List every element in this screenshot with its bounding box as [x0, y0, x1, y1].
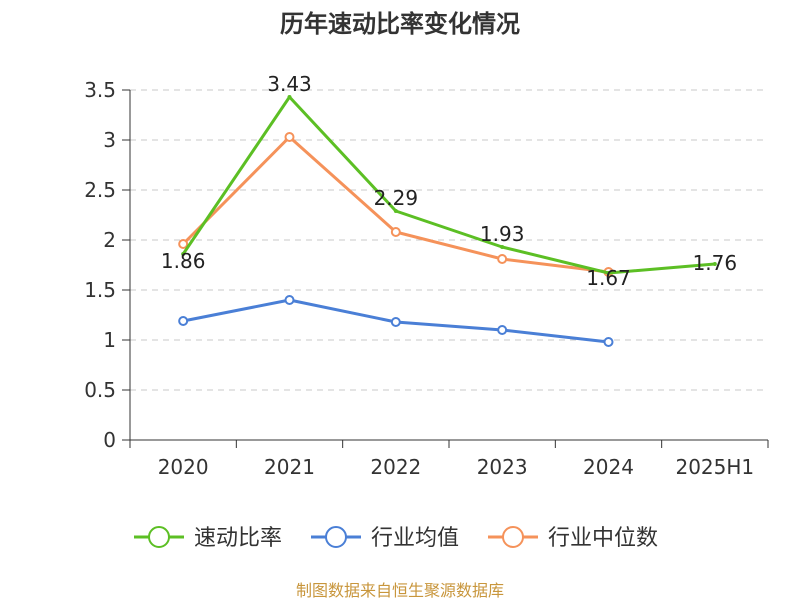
data-point — [603, 337, 614, 347]
x-tick-label: 2021 — [264, 455, 315, 479]
y-tick-label: 3.5 — [84, 78, 116, 102]
data-point — [393, 209, 398, 213]
y-tick-label: 1 — [103, 328, 116, 352]
data-point — [606, 271, 611, 275]
data-label: 2.29 — [374, 186, 419, 210]
x-tick-label: 2022 — [370, 455, 421, 479]
legend-item-0[interactable]: 速动比率 — [134, 526, 282, 551]
y-tick-label: 2.5 — [84, 178, 116, 202]
data-point — [178, 316, 189, 326]
data-point — [178, 239, 189, 249]
data-point — [390, 317, 401, 327]
legend-swatch-marker — [325, 526, 347, 548]
legend-item-1[interactable]: 行业均值 — [311, 526, 459, 551]
y-tick-label: 2 — [103, 228, 116, 252]
data-point — [497, 325, 508, 335]
axes: 0 0.5 1 1.5 2 2.5 3 3.5 2020 2021 2022 2023 2024 2025… — [84, 78, 769, 479]
y-tick-label: 0.5 — [84, 378, 116, 402]
data-point — [284, 295, 295, 305]
legend-label: 行业中位数 — [548, 526, 658, 551]
legend-swatch-marker — [502, 526, 524, 548]
x-tick-label: 2020 — [158, 455, 209, 479]
data-point — [287, 95, 292, 99]
legend-item-2[interactable]: 行业中位数 — [488, 526, 658, 551]
legend-label: 行业均值 — [371, 526, 459, 551]
data-point — [712, 262, 717, 266]
data-point — [500, 245, 505, 249]
source-note: 制图数据来自恒生聚源数据库 — [296, 581, 504, 600]
series-line-0 — [181, 95, 715, 275]
data-label: 1.93 — [480, 222, 525, 246]
data-label: 3.43 — [267, 72, 312, 96]
data-label: 1.76 — [693, 251, 738, 275]
y-tick-label: 1.5 — [84, 278, 116, 302]
legend-label: 速动比率 — [194, 526, 282, 551]
grid-lines — [130, 89, 768, 391]
x-tick-label: 2023 — [477, 455, 528, 479]
data-label: 1.67 — [586, 266, 631, 290]
x-tick-label: 2024 — [583, 455, 634, 479]
series-layer — [178, 95, 717, 347]
data-labels: 1.86 3.43 2.29 1.93 1.67 1.76 — [161, 72, 737, 290]
legend: 速动比率 行业均值 行业中位数 — [134, 526, 658, 551]
y-tick-label: 0 — [103, 428, 116, 452]
x-tick-label: 2025H1 — [675, 455, 754, 479]
data-point — [390, 227, 401, 237]
data-point — [497, 254, 508, 264]
legend-swatch-marker — [148, 526, 170, 548]
chart-title: 历年速动比率变化情况 — [280, 10, 520, 38]
data-point — [181, 252, 186, 256]
data-label: 1.86 — [161, 249, 206, 273]
y-tick-label: 3 — [103, 128, 116, 152]
data-point — [284, 132, 295, 142]
